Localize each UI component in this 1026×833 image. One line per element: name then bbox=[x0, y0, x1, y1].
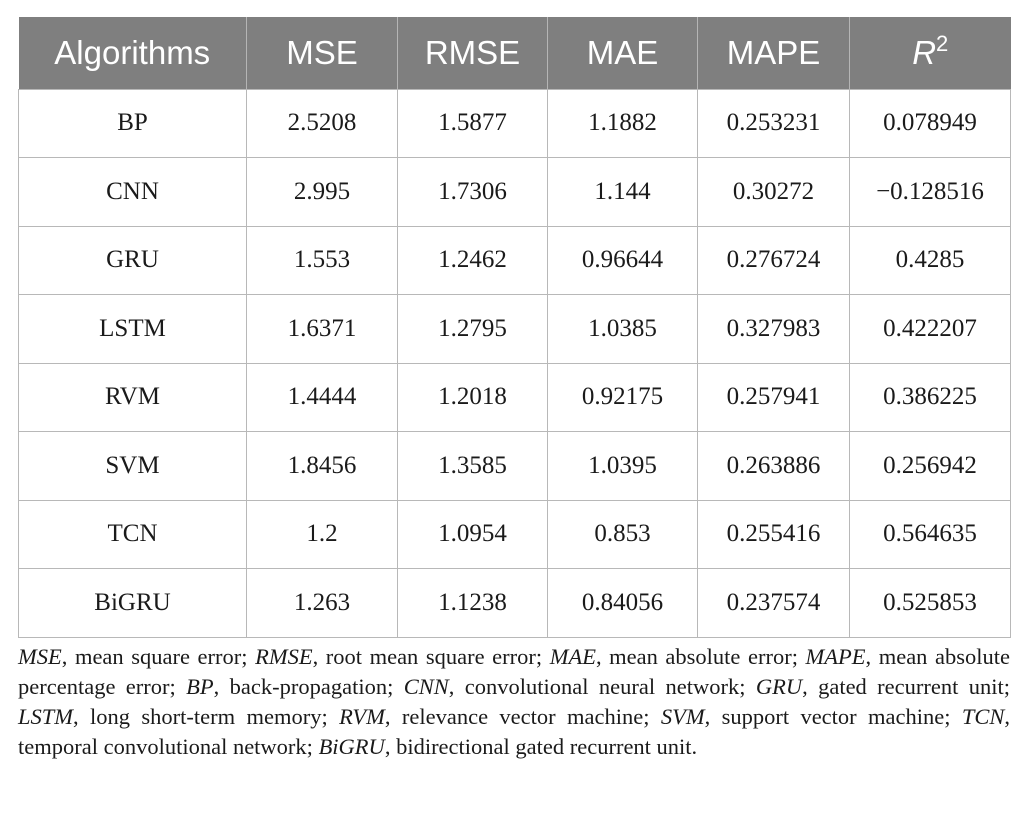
header-mape: MAPE bbox=[697, 17, 850, 89]
footnote-abbreviation: MSE bbox=[18, 644, 62, 669]
cell-r-squared: 0.422207 bbox=[849, 294, 1011, 364]
cell-mape: 0.276724 bbox=[697, 225, 850, 295]
cell-r-squared: −0.128516 bbox=[849, 157, 1011, 227]
table-row: BP 2.5208 1.5877 1.1882 0.253231 0.078949 bbox=[18, 88, 1011, 158]
cell-mse: 1.553 bbox=[246, 225, 398, 295]
cell-rmse: 1.1238 bbox=[397, 568, 548, 638]
table-body: BP 2.5208 1.5877 1.1882 0.253231 0.078949 CNN 2… bbox=[18, 88, 1011, 638]
cell-algorithm: LSTM bbox=[18, 294, 247, 364]
header-r-squared: R2 bbox=[849, 17, 1011, 89]
footnote-definition: , mean absolute error; bbox=[595, 644, 806, 669]
footnote-abbreviation: RVM bbox=[339, 704, 385, 729]
results-table: Algorithms MSE RMSE MAE MAPE R2 BP 2.5208… bbox=[18, 17, 1011, 638]
cell-r-squared: 0.525853 bbox=[849, 568, 1011, 638]
footnote-definition: , mean absolute percentage error; bbox=[18, 644, 1010, 699]
cell-algorithm: RVM bbox=[18, 362, 247, 432]
cell-mse: 2.5208 bbox=[246, 88, 398, 158]
cell-algorithm: CNN bbox=[18, 157, 247, 227]
cell-algorithm: TCN bbox=[18, 499, 247, 569]
footnote-abbreviation: LSTM bbox=[18, 704, 74, 729]
header-r-exponent: 2 bbox=[936, 30, 949, 56]
footnote-definition: , gated recurrent unit; bbox=[802, 674, 1010, 699]
footnote-definition: , root mean square error; bbox=[312, 644, 550, 669]
results-table-container: Algorithms MSE RMSE MAE MAPE R2 BP 2.5208… bbox=[18, 17, 1011, 638]
footnote-abbreviation: TCN bbox=[961, 704, 1005, 729]
cell-algorithm: GRU bbox=[18, 225, 247, 295]
table-row: CNN 2.995 1.7306 1.144 0.30272 −0.128516 bbox=[18, 157, 1011, 227]
header-mse: MSE bbox=[246, 17, 398, 89]
cell-rmse: 1.7306 bbox=[397, 157, 548, 227]
footnote-definition: , bidirectional gated recurrent unit. bbox=[384, 734, 698, 759]
cell-r-squared: 0.256942 bbox=[849, 431, 1011, 501]
cell-mse: 1.2 bbox=[246, 499, 398, 569]
footnote-definition: , relevance vector machine; bbox=[384, 704, 661, 729]
cell-mse: 1.263 bbox=[246, 568, 398, 638]
header-mae: MAE bbox=[547, 17, 698, 89]
cell-mse: 1.8456 bbox=[246, 431, 398, 501]
footnote-abbreviation: MAE bbox=[549, 644, 596, 669]
cell-r-squared: 0.078949 bbox=[849, 88, 1011, 158]
footnote-definition: , convolutional neural network; bbox=[448, 674, 756, 699]
table-row: TCN 1.2 1.0954 0.853 0.255416 0.564635 bbox=[18, 499, 1011, 569]
cell-algorithm: BiGRU bbox=[18, 568, 247, 638]
cell-mape: 0.327983 bbox=[697, 294, 850, 364]
cell-mae: 0.92175 bbox=[547, 362, 698, 432]
cell-rmse: 1.2795 bbox=[397, 294, 548, 364]
footnote-abbreviation: BP bbox=[186, 674, 214, 699]
table-row: SVM 1.8456 1.3585 1.0395 0.263886 0.256942 bbox=[18, 431, 1011, 501]
table-row: RVM 1.4444 1.2018 0.92175 0.257941 0.386225 bbox=[18, 362, 1011, 432]
cell-algorithm: BP bbox=[18, 88, 247, 158]
header-r-letter: R bbox=[912, 33, 937, 71]
footnote-definition: , support vector machine; bbox=[704, 704, 962, 729]
footnote-definition: , mean square error; bbox=[61, 644, 256, 669]
footnote-abbreviation: CNN bbox=[403, 674, 449, 699]
cell-mae: 0.96644 bbox=[547, 225, 698, 295]
cell-mape: 0.255416 bbox=[697, 499, 850, 569]
cell-rmse: 1.2018 bbox=[397, 362, 548, 432]
cell-r-squared: 0.564635 bbox=[849, 499, 1011, 569]
cell-mae: 0.84056 bbox=[547, 568, 698, 638]
cell-rmse: 1.5877 bbox=[397, 88, 548, 158]
cell-rmse: 1.3585 bbox=[397, 431, 548, 501]
header-algorithms: Algorithms bbox=[54, 33, 211, 71]
cell-mape: 0.253231 bbox=[697, 88, 850, 158]
footnote-abbreviation: RMSE bbox=[255, 644, 313, 669]
cell-mae: 1.0385 bbox=[547, 294, 698, 364]
cell-mse: 2.995 bbox=[246, 157, 398, 227]
cell-rmse: 1.2462 bbox=[397, 225, 548, 295]
cell-mape: 0.237574 bbox=[697, 568, 850, 638]
footnote-definition: , long short-term memory; bbox=[73, 704, 340, 729]
cell-r-squared: 0.4285 bbox=[849, 225, 1011, 295]
footnote-abbreviation: SVM bbox=[660, 704, 705, 729]
cell-r-squared: 0.386225 bbox=[849, 362, 1011, 432]
cell-mse: 1.4444 bbox=[246, 362, 398, 432]
cell-mae: 1.1882 bbox=[547, 88, 698, 158]
cell-rmse: 1.0954 bbox=[397, 499, 548, 569]
footnote-abbreviation: BiGRU bbox=[318, 734, 385, 759]
cell-mse: 1.6371 bbox=[246, 294, 398, 364]
cell-mape: 0.257941 bbox=[697, 362, 850, 432]
cell-mae: 1.144 bbox=[547, 157, 698, 227]
header-rmse: RMSE bbox=[397, 17, 548, 89]
cell-mape: 0.30272 bbox=[697, 157, 850, 227]
table-row: GRU 1.553 1.2462 0.96644 0.276724 0.4285 bbox=[18, 225, 1011, 295]
footnote-definition: , back-propagation; bbox=[213, 674, 404, 699]
table-row: BiGRU 1.263 1.1238 0.84056 0.237574 0.525853 bbox=[18, 568, 1011, 638]
table-row: LSTM 1.6371 1.2795 1.0385 0.327983 0.422207 bbox=[18, 294, 1011, 364]
footnote-abbreviation: GRU bbox=[755, 674, 803, 699]
table-footnote: MSE, mean square error; RMSE, root mean … bbox=[18, 642, 1010, 762]
cell-mae: 0.853 bbox=[547, 499, 698, 569]
footnote-definition: , temporal convolutional network; bbox=[18, 704, 1011, 759]
header-row: Algorithms MSE RMSE MAE MAPE R2 bbox=[18, 17, 1011, 89]
cell-mape: 0.263886 bbox=[697, 431, 850, 501]
footnote-abbreviation: MAPE bbox=[805, 644, 866, 669]
cell-algorithm: SVM bbox=[18, 431, 247, 501]
cell-mae: 1.0395 bbox=[547, 431, 698, 501]
